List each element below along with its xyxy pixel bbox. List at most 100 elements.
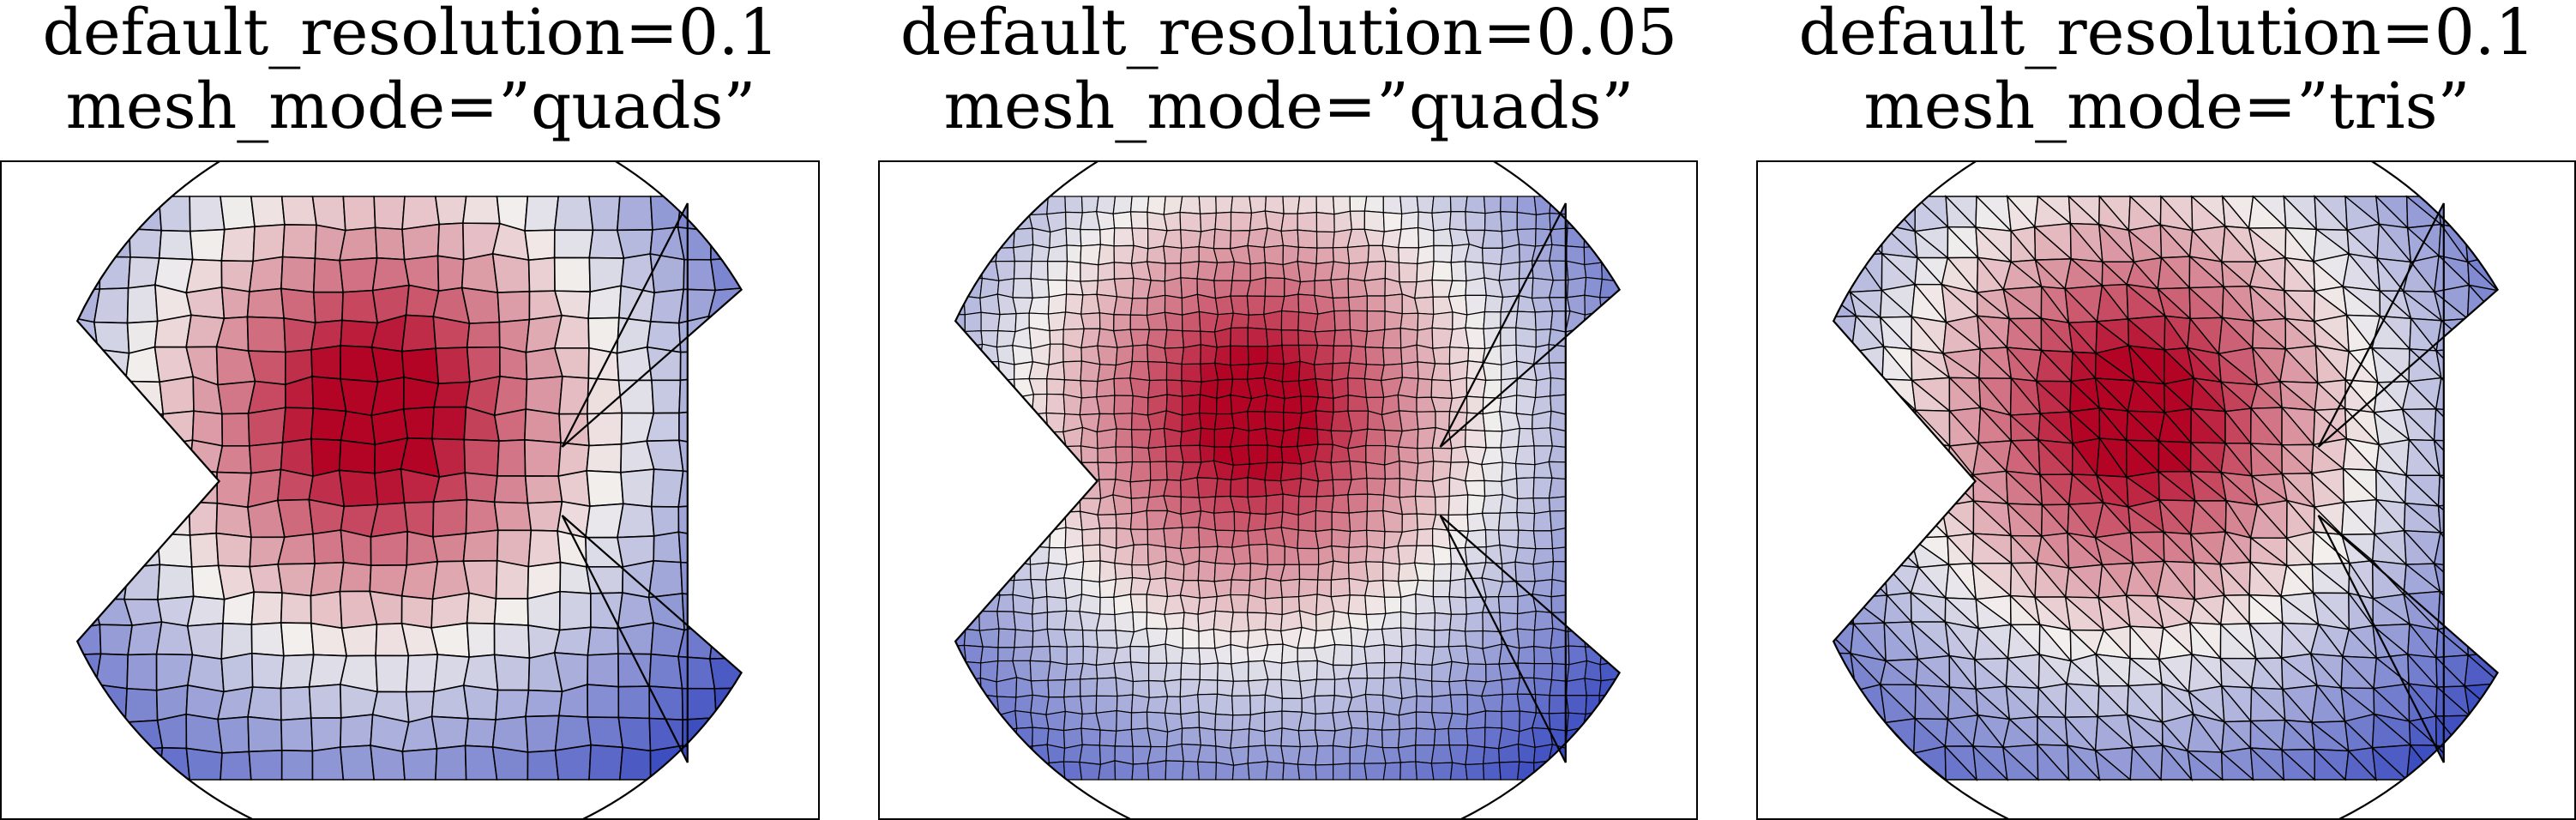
mesh-quad <box>962 527 984 547</box>
mesh-triangle <box>2464 714 2498 753</box>
mesh-quad <box>930 496 948 515</box>
mesh-quad <box>310 319 343 351</box>
mesh-quad <box>1401 361 1419 380</box>
mesh-quad <box>1517 645 1536 665</box>
mesh-quad <box>1565 695 1587 715</box>
mesh-quad <box>1315 495 1334 513</box>
mesh-quad <box>1532 530 1554 550</box>
mesh-quad <box>1433 727 1450 746</box>
mesh-quad <box>978 477 999 499</box>
mesh-quad <box>932 329 949 347</box>
mesh-quad <box>36 317 66 353</box>
mesh-quad <box>1567 413 1588 433</box>
mesh-quad <box>1049 329 1064 345</box>
mesh-quad <box>1599 430 1620 447</box>
mesh-quad <box>1616 694 1620 714</box>
mesh-quad <box>1548 760 1568 781</box>
mesh-quad <box>435 347 471 385</box>
mesh-quad <box>1129 377 1151 399</box>
mesh-quad <box>124 687 159 723</box>
mesh-quad <box>1095 709 1118 732</box>
mesh-triangle <box>2439 530 2472 569</box>
mesh-quad <box>1080 560 1101 583</box>
mesh-quad <box>1113 314 1131 332</box>
mesh-quad <box>914 296 933 314</box>
mesh-quad <box>587 684 620 719</box>
mesh-triangle <box>1883 748 1917 781</box>
mesh-quad <box>77 594 101 631</box>
mesh-quad <box>1082 544 1101 563</box>
mesh-quad <box>1298 564 1320 581</box>
mesh-quad <box>1297 261 1317 283</box>
mesh-triangle <box>1792 440 1825 473</box>
mesh-quad <box>493 501 533 532</box>
mesh-triangle <box>1792 412 1819 443</box>
mesh-quad <box>221 413 250 447</box>
mesh-quad <box>1566 678 1587 696</box>
mesh-quad <box>310 561 345 597</box>
mesh-quad <box>1095 613 1116 631</box>
mesh-quad <box>1331 494 1350 514</box>
mesh-quad <box>997 647 1015 662</box>
mesh-quad <box>962 378 983 399</box>
mesh-quad <box>1096 395 1116 415</box>
mesh-quad <box>1566 561 1586 583</box>
mesh-quad <box>955 728 967 746</box>
mesh-quad <box>1434 629 1451 648</box>
mesh-quad <box>1416 261 1435 283</box>
mesh-quad <box>1129 645 1150 664</box>
mesh-quad <box>462 529 499 563</box>
mesh-quad <box>1114 611 1135 633</box>
mesh-quad <box>250 622 285 657</box>
mesh-quad <box>1382 347 1403 366</box>
mesh-quad <box>914 196 931 214</box>
mesh-quad <box>963 727 982 748</box>
mesh-triangle <box>1833 195 1857 226</box>
mesh-quad <box>914 479 932 496</box>
mesh-quad <box>1598 576 1620 600</box>
mesh-quad <box>369 564 408 597</box>
mesh-quad <box>401 223 441 261</box>
mesh-quad <box>1112 494 1133 516</box>
mesh-quad <box>466 622 496 658</box>
mesh-quad <box>464 717 497 748</box>
mesh-quad <box>737 501 742 535</box>
mesh-quad <box>93 321 130 354</box>
mesh-quad <box>1431 680 1452 698</box>
mesh-quad <box>1146 577 1169 598</box>
mesh-triangle <box>1911 474 1947 508</box>
mesh-quad <box>955 477 967 499</box>
mesh-triangle <box>1850 561 1889 599</box>
mesh-quad <box>1616 227 1620 250</box>
mesh-triangle <box>2495 533 2498 567</box>
mesh-quad <box>186 622 224 660</box>
mesh-quad <box>914 378 930 396</box>
mesh-quad <box>646 346 682 382</box>
mesh-quad <box>1618 660 1620 680</box>
mesh-triangle <box>1792 256 1827 291</box>
mesh-quad <box>1330 560 1350 581</box>
mesh-quad <box>737 532 742 566</box>
mesh-quad <box>1264 277 1285 298</box>
mesh-triangle <box>1833 504 1854 535</box>
mesh-quad <box>1616 678 1620 700</box>
mesh-quad <box>280 196 317 226</box>
mesh-triangle <box>1852 195 1884 226</box>
mesh-triangle <box>2499 624 2530 657</box>
mesh-quad <box>158 747 191 781</box>
mesh-quad <box>1297 578 1319 598</box>
mesh-quad <box>127 196 162 232</box>
mesh-quad <box>1447 713 1469 730</box>
mesh-quad <box>1364 346 1385 366</box>
mesh-quad <box>964 445 982 462</box>
mesh-quad <box>1600 531 1620 549</box>
mesh-quad <box>1029 546 1050 565</box>
mesh-quad <box>189 532 220 568</box>
mesh-quad <box>1634 196 1652 213</box>
mesh-triangle <box>1833 315 1857 354</box>
mesh-quad <box>1349 210 1366 231</box>
mesh-quad <box>460 252 499 294</box>
mesh-triangle <box>1792 350 1823 383</box>
mesh-quad <box>1381 746 1402 764</box>
mesh-quad <box>156 713 188 750</box>
